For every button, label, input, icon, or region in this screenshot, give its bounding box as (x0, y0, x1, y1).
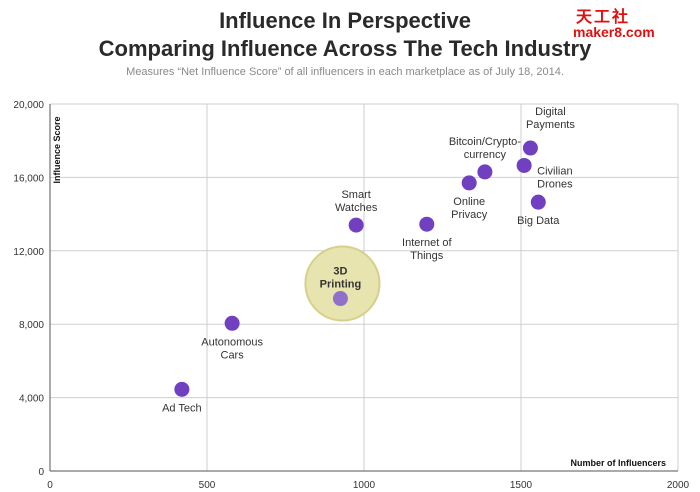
highlight-layer (304, 245, 381, 322)
watermark-logo-text: 天工社 (576, 7, 631, 26)
data-point (530, 194, 546, 210)
point-label: 3D Printing (320, 266, 362, 291)
data-point (516, 157, 532, 173)
x-tick-label: 2000 (667, 480, 690, 491)
watermark-url: maker8.com (573, 24, 655, 40)
x-axis-title: Number of Influencers (570, 458, 666, 468)
data-point (477, 164, 493, 180)
data-point (174, 381, 190, 397)
data-point (419, 216, 435, 232)
x-tick-label: 0 (47, 480, 53, 491)
chart-title: Influence In Perspective (219, 8, 471, 33)
point-label: Civilian Drones (537, 165, 573, 190)
axes (49, 104, 678, 472)
data-point (461, 175, 477, 191)
y-tick-label: 0 (38, 467, 44, 478)
highlight-circle (304, 245, 381, 322)
x-tick-label: 1000 (353, 480, 376, 491)
y-tick-label: 12,000 (13, 247, 44, 258)
point-label: Digital Payments (526, 106, 575, 131)
data-point (522, 140, 538, 156)
point-label: Autonomous Cars (201, 336, 263, 361)
point-label: Internet of Things (402, 237, 452, 262)
y-tick-label: 20,000 (13, 100, 44, 111)
y-tick-label: 16,000 (13, 173, 44, 184)
data-points (174, 140, 546, 397)
tick-labels: 0 500 1000 1500 2000 0 4,000 8,000 12,000 16,000 2… (13, 100, 689, 491)
chart-description: Measures “Net Influence Score” of all in… (126, 66, 564, 78)
point-label: Big Data (517, 215, 560, 227)
y-tick-label: 4,000 (19, 394, 44, 405)
point-label: Online Privacy (451, 196, 488, 221)
x-tick-label: 1500 (510, 480, 533, 491)
x-tick-label: 500 (199, 480, 216, 491)
point-labels: Ad Tech Autonomous Cars 3D Printing Smart Watc… (162, 106, 575, 414)
point-label: Smart Watches (335, 189, 378, 214)
y-tick-label: 8,000 (19, 320, 44, 331)
data-point (224, 315, 240, 331)
data-point (348, 217, 364, 233)
y-axis-title: Influence Score (52, 116, 62, 183)
data-point (332, 291, 348, 307)
point-label: Bitcoin/Crypto-currency (449, 136, 521, 161)
point-label: Ad Tech (162, 402, 202, 414)
chart-subtitle: Comparing Influence Across The Tech Indu… (98, 36, 592, 61)
